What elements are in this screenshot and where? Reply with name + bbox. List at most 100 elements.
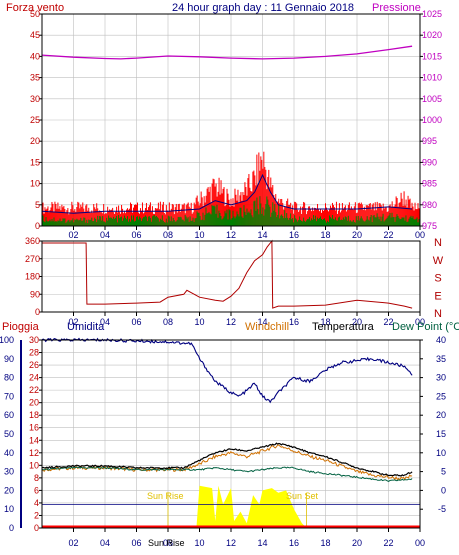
x-tick-label: 10 [194,230,204,240]
humidity-tick-label: 60 [4,410,14,420]
x-tick-label: 04 [100,538,110,548]
panel-1-plot-area [41,45,420,226]
x-tick-label: 12 [226,230,236,240]
windchill-line [41,444,413,481]
rain-tick-label: 18 [29,410,39,420]
y-tick-label: 15 [30,157,40,167]
y-tick-label: 1005 [422,94,442,104]
x-tick-label: 16 [289,538,299,548]
x-tick-label: 08 [163,230,173,240]
legend-humidity: Umidita [67,321,105,333]
rain-tick-label: 0 [34,523,39,533]
humidity-tick-label: 100 [0,335,14,345]
sun-rise-label: Sun Rise [147,491,184,501]
panel-temperature-humidity: Pioggia Umidita Windchill Temperatura De… [0,321,459,548]
temp-tick-label: 40 [436,335,446,345]
temp-tick-label: 15 [436,429,446,439]
rain-tick-label: 20 [29,398,39,408]
panel-3-x-axis: 02 04 06 08 10 12 14 16 18 20 22 00 [68,528,425,548]
compass-label: S [434,273,441,285]
y-tick-label: 1010 [422,73,442,83]
bottom-sun-rise-label: Sun Rise [148,538,185,548]
temp-tick-label: 10 [436,448,446,458]
y-tick-label: 50 [30,9,40,19]
x-tick-label: 18 [320,230,330,240]
x-tick-label: 16 [289,317,299,327]
x-tick-label: 14 [257,538,267,548]
compass-label: N [434,237,442,249]
x-tick-label: 18 [320,317,330,327]
x-tick-label: 02 [68,317,78,327]
x-tick-label: 20 [352,230,362,240]
x-tick-label: 12 [226,317,236,327]
x-tick-label: 02 [68,538,78,548]
y-tick-label: 0 [35,221,40,231]
panel-1-left-axis: 0 5 10 15 20 25 30 35 40 45 50 [30,9,42,231]
x-tick-label: 00 [415,538,425,548]
wind-direction-line [42,239,413,309]
y-tick-label: 40 [30,51,40,61]
temp-tick-label: -5 [438,504,446,514]
humidity-tick-label: 30 [4,467,14,477]
legend-windchill: Windchill [245,321,289,333]
panel-1-grid [42,14,420,226]
x-tick-label: 02 [68,230,78,240]
panel-3-left-axes: 0102030405060708090100024681012141618202… [0,335,42,533]
sun-set-label: Sun Set [286,491,319,501]
compass-label: N [434,308,442,320]
legend-temperature: Temperatura [312,321,375,333]
temp-tick-label: 25 [436,391,446,401]
humidity-tick-label: 20 [4,485,14,495]
rain-tick-label: 24 [29,373,39,383]
x-tick-label: 12 [226,538,236,548]
y-tick-label: 30 [30,94,40,104]
panel-1-right-axis: 975 980 985 990 995 1000 1005 1010 1015 1020 1025 [420,9,442,231]
temp-tick-label: 35 [436,354,446,364]
compass-label: E [434,290,441,302]
x-tick-label: 16 [289,230,299,240]
x-tick-label: 22 [383,538,393,548]
y-tick-label: 1000 [422,115,442,125]
x-tick-label: 08 [163,317,173,327]
chart-title: 24 hour graph day : 11 Gennaio 2018 [172,2,354,14]
y-tick-label: 90 [30,289,40,299]
rain-tick-label: 14 [29,435,39,445]
y-tick-label: 45 [30,30,40,40]
y-tick-label: 35 [30,73,40,83]
x-tick-label: 22 [383,230,393,240]
temp-tick-label: 0 [441,485,446,495]
panel-2-x-axis: 02 04 06 08 10 12 14 16 18 20 22 00 [68,312,425,327]
rain-tick-label: 10 [29,460,39,470]
y-tick-label: 360 [25,236,40,246]
x-tick-label: 00 [415,230,425,240]
rain-tick-label: 28 [29,348,39,358]
humidity-tick-label: 50 [4,429,14,439]
x-tick-label: 04 [100,317,110,327]
wind-force-label: Forza vento [6,2,64,14]
pressure-line [41,45,413,60]
panel-2-left-axis: 0 90 180 270 360 [25,236,42,317]
y-tick-label: 20 [30,136,40,146]
x-tick-label: 00 [415,317,425,327]
x-tick-label: 10 [194,538,204,548]
humidity-tick-label: 90 [4,354,14,364]
panel-1-x-axis: 02 04 06 08 10 12 14 16 18 20 22 00 [68,226,425,240]
compass-label: W [433,255,444,267]
y-tick-label: 1025 [422,9,442,19]
humidity-tick-label: 80 [4,373,14,383]
panel-3-right-axis: -5 0 5 10 15 20 25 30 35 40 [420,335,446,514]
rain-tick-label: 16 [29,423,39,433]
rain-tick-label: 26 [29,360,39,370]
temp-tick-label: 30 [436,373,446,383]
rain-tick-label: 22 [29,385,39,395]
panel-2-plot-area [42,239,413,309]
legend-dewpoint: Dew Point (°C [392,321,459,333]
x-tick-label: 06 [131,230,141,240]
temp-tick-label: 5 [441,467,446,477]
x-tick-label: 14 [257,230,267,240]
humidity-tick-label: 70 [4,391,14,401]
pressure-label: Pressione [372,2,421,14]
sunshine-area [168,485,307,528]
y-tick-label: 975 [422,221,437,231]
